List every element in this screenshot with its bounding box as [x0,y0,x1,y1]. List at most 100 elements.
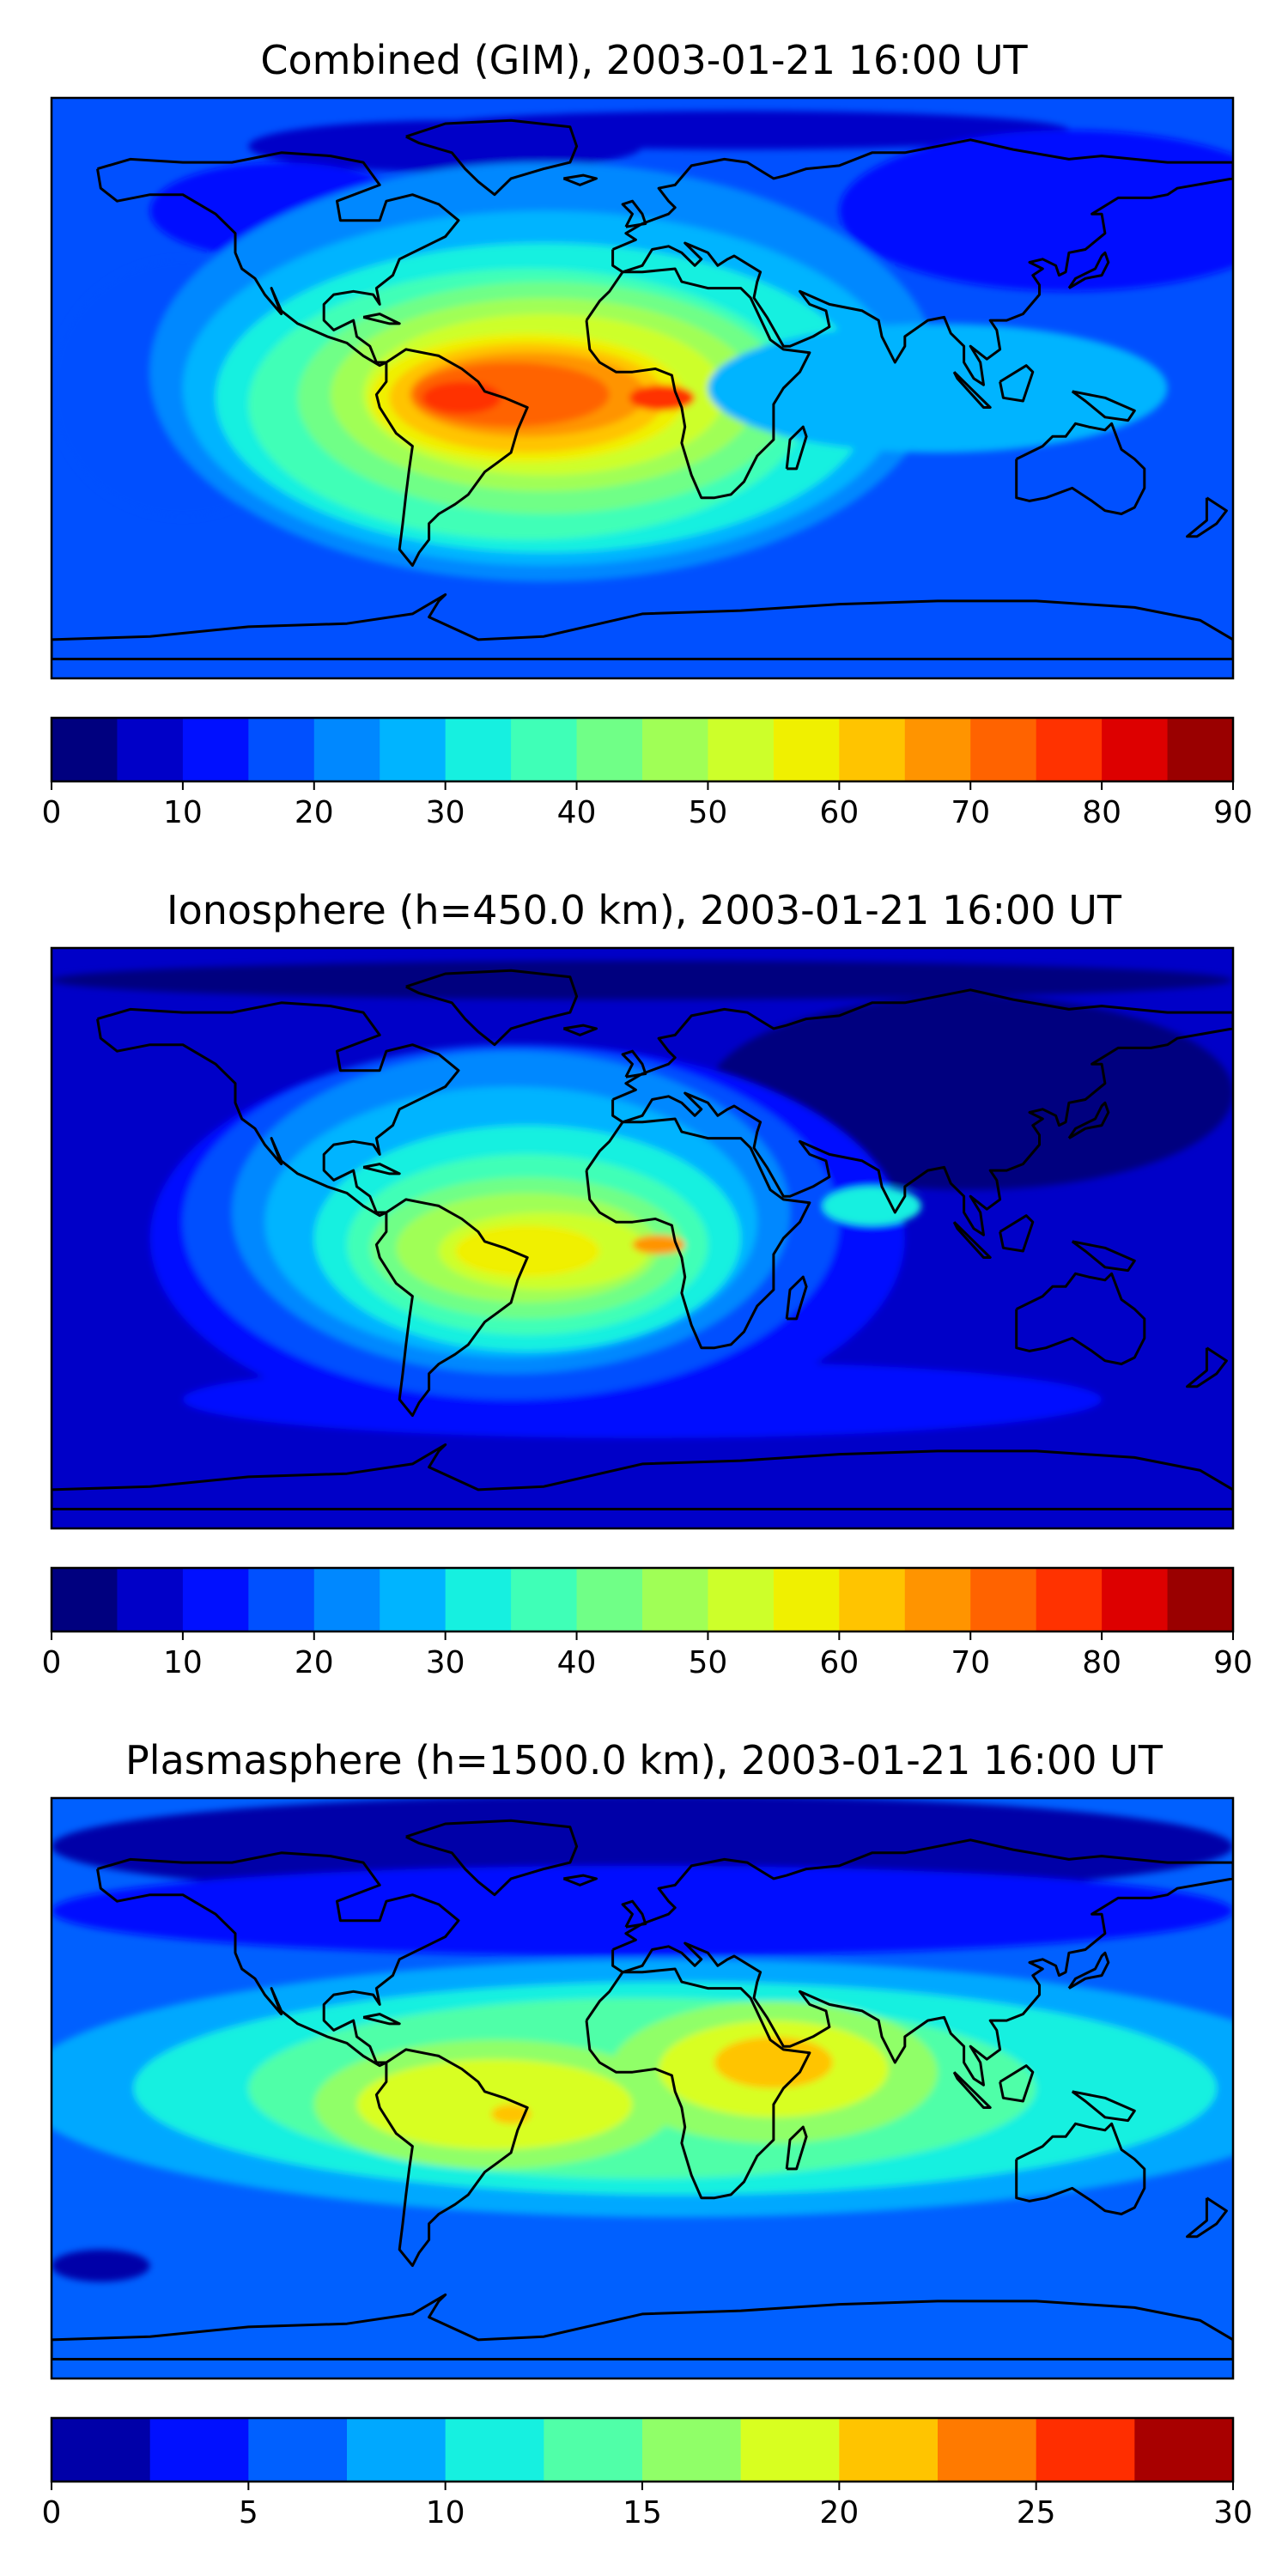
coastline-britain [621,1049,647,1078]
coastlines [52,118,1233,660]
colorbar-tick-label: 80 [1082,795,1121,830]
colorbar-segment [708,718,775,781]
coastline-britain [621,199,647,228]
coastline-borneo [999,1214,1035,1253]
coastline-japan [1067,1101,1110,1139]
colorbar-segment [1134,2418,1234,2482]
coastline-africa [585,1967,811,2200]
contour-region [455,1224,600,1278]
coastline-south-america [374,1198,529,1418]
colorbar-segment [544,2418,643,2482]
coastline-north-america [96,151,460,368]
coastline-iceland [562,1874,598,1886]
coastline-new-guinea [1071,2090,1136,2123]
coastline-south-america [374,2048,529,2268]
coastline-north-america [96,1851,460,2068]
colorbar-segment [839,2418,939,2482]
colorbar: 0 10 20 30 40 50 60 70 80 90 [42,1566,1253,1680]
colorbar-segment [52,2418,151,2482]
colorbar-segment [52,718,118,781]
colorbar-tick-label: 80 [1082,1645,1121,1680]
panel-ionosphere: Ionosphere (h=450.0 km), 2003-01-21 16:0… [42,887,1253,1680]
colorbar-tick-label: 20 [819,2495,859,2530]
colorbar-tick-label: 50 [689,795,728,830]
colorbar-tick-label: 0 [42,2495,62,2530]
colorbar-segment [313,718,380,781]
map-frame [50,946,1235,1530]
colorbar-tick-label: 5 [239,2495,258,2530]
colorbar-segment [445,1568,512,1631]
colorbar-segment [511,718,578,781]
colorbar-tick-label: 90 [1213,795,1253,830]
colorbar-tick-label: 50 [689,1645,728,1680]
coastline-new-guinea [1071,1240,1136,1273]
contour-region [491,2104,532,2124]
colorbar-segment [347,2418,447,2482]
coastline-cuba [362,2013,401,2026]
colorbar-tick-label: 90 [1213,1645,1253,1680]
contour-region [823,1186,921,1225]
coastline-new-zealand [1186,1346,1228,1388]
colorbar-segment [740,2418,840,2482]
coastline-australia [1015,1272,1146,1365]
panel-title: Combined (GIM), 2003-01-21 16:00 UT [260,37,1028,83]
map-frame [50,1796,1235,2380]
colorbar-segment [248,2418,348,2482]
coastline-south-america [374,348,529,568]
colorbar-segment [117,1568,184,1631]
colorbar-segment [149,2418,249,2482]
contour-region [839,130,1233,292]
colorbar-segment [642,2418,742,2482]
contour-region [52,1865,1233,1957]
coastline-cuba [362,1163,401,1176]
colorbar-segment [642,1568,709,1631]
coastline-eurasia [611,1838,1233,2087]
coastline-japan [1067,1951,1110,1990]
colorbar-segment [904,1568,971,1631]
coastline-japan [1067,251,1110,289]
colorbar-segment [1167,718,1234,781]
colorbar-segment [52,1568,118,1631]
coastline-britain [621,1899,647,1929]
panel-title: Plasmasphere (h=1500.0 km), 2003-01-21 1… [125,1737,1163,1783]
colorbar-frame [50,716,1235,783]
colorbar-tick-label: 0 [42,795,62,830]
coastline-eurasia [611,138,1233,386]
colorbar-segment [380,1568,447,1631]
coastline-australia [1015,422,1146,515]
contour-region [412,111,1069,150]
colorbar-tick-label: 30 [426,1645,465,1680]
coastline-africa [585,267,811,500]
colorbar-segment [839,718,906,781]
colorbar-tick-label: 30 [426,795,465,830]
panel-title: Ionosphere (h=450.0 km), 2003-01-21 16:0… [167,887,1122,933]
colorbar-tick-label: 70 [951,795,990,830]
colorbar-segment [445,718,512,781]
colorbar-segment [1036,718,1103,781]
coastline-madagascar [785,425,808,471]
coastline-madagascar [785,1275,808,1321]
colorbar-tick-label: 60 [819,795,859,830]
colorbar-segment [248,1568,315,1631]
colorbar-segment [773,718,840,781]
tec-map [50,96,1235,680]
tec-map [50,946,1235,1530]
colorbar-segment [1102,1568,1169,1631]
tec-contours [52,111,1233,582]
panel-plasmasphere: Plasmasphere (h=1500.0 km), 2003-01-21 1… [42,1737,1253,2530]
colorbar-tick-label: 0 [42,1645,62,1680]
colorbar-tick-label: 40 [557,1645,597,1680]
contour-region [632,1235,685,1255]
contour-region [708,323,1168,453]
colorbar-tick-label: 60 [819,1645,859,1680]
colorbar-segment [576,718,643,781]
colorbar-tick-label: 10 [163,1645,203,1680]
tec-contours [52,1798,1233,2282]
coastline-sumatra [952,371,992,409]
colorbar-segment [970,718,1037,781]
coastline-greenland [405,118,579,197]
coastline-cuba [362,313,401,325]
colorbar-tick-label: 10 [426,2495,465,2530]
colorbar-segment [511,1568,578,1631]
